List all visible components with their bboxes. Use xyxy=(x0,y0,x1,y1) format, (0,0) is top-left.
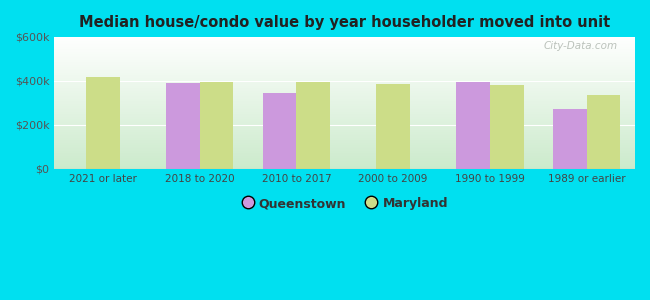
Bar xyxy=(86,77,120,169)
Bar xyxy=(552,110,586,169)
Bar xyxy=(456,82,490,169)
Bar xyxy=(586,95,621,169)
Bar xyxy=(200,82,233,169)
Bar xyxy=(263,93,296,169)
Bar xyxy=(376,84,410,169)
Bar xyxy=(296,82,330,169)
Legend: Queenstown, Maryland: Queenstown, Maryland xyxy=(237,192,453,215)
Bar xyxy=(166,83,200,169)
Bar xyxy=(490,85,524,169)
Text: City-Data.com: City-Data.com xyxy=(543,41,618,51)
Title: Median house/condo value by year householder moved into unit: Median house/condo value by year househo… xyxy=(79,15,610,30)
